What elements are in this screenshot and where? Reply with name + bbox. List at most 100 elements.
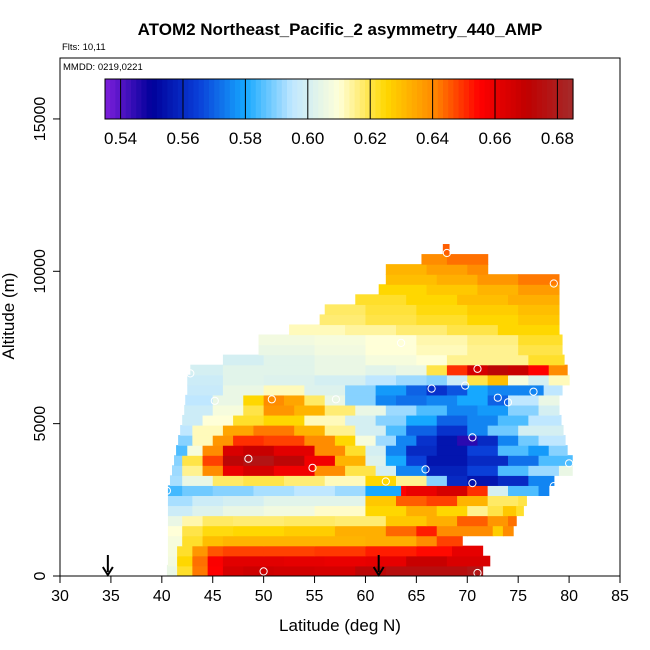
heatmap-cell xyxy=(518,495,527,507)
heatmap-cell xyxy=(243,455,275,466)
heatmap-cell xyxy=(446,475,468,486)
colorbar-frame xyxy=(104,78,574,120)
heatmap-cell xyxy=(190,364,224,376)
colorbar-swatch xyxy=(287,79,293,119)
colorbar-swatch xyxy=(469,79,475,119)
colorbar-swatch xyxy=(141,79,148,119)
heatmap-cell xyxy=(467,475,499,486)
heatmap-cell xyxy=(180,425,193,436)
heatmap-cell xyxy=(212,435,234,446)
heatmap-cell xyxy=(436,435,458,446)
heatmap-cell xyxy=(334,455,367,466)
colorbar-swatch xyxy=(521,79,527,119)
colorbar-swatch xyxy=(339,79,345,119)
heatmap-cell xyxy=(324,555,367,567)
heatmap-cell xyxy=(167,545,178,557)
observation-point xyxy=(308,463,317,472)
heatmap-cell xyxy=(222,364,265,376)
y-axis: 0 5000 10000 15000 xyxy=(32,97,60,580)
heatmap-cell xyxy=(375,394,397,406)
x-tick-label: 50 xyxy=(255,588,273,605)
heatmap-cell xyxy=(508,294,560,305)
arrow-head xyxy=(102,566,114,577)
heatmap-cell xyxy=(416,525,438,537)
heatmap-cell xyxy=(518,314,560,326)
heatmap-cell xyxy=(222,465,244,476)
heatmap-cell xyxy=(406,485,438,497)
heatmap-cell xyxy=(185,394,214,406)
heatmap-cell xyxy=(177,545,193,557)
heatmap-cell xyxy=(334,435,356,446)
heatmap-cell xyxy=(202,414,234,426)
observation-point xyxy=(331,395,340,404)
heatmap-cell xyxy=(192,545,209,557)
heatmap-cell xyxy=(396,495,428,507)
heatmap-cell xyxy=(457,435,479,446)
heatmap-cell xyxy=(406,455,428,466)
colorbar-swatch xyxy=(292,79,298,119)
x-tick-label: 55 xyxy=(306,588,324,605)
colorbar-swatch xyxy=(510,79,517,119)
heatmap-cell xyxy=(222,564,244,576)
heatmap-cell xyxy=(365,334,417,346)
heatmap-cell xyxy=(518,284,560,295)
heatmap-cell xyxy=(385,455,407,466)
heatmap-cell xyxy=(518,304,560,316)
heatmap-cell xyxy=(446,324,499,336)
heatmap-cell xyxy=(477,435,499,446)
heatmap-cell xyxy=(467,344,519,356)
observation-point xyxy=(442,248,451,258)
heatmap-cell xyxy=(284,475,326,486)
heatmap-cell xyxy=(446,384,468,396)
colorbar-swatch xyxy=(500,79,506,119)
heatmap-cell xyxy=(243,465,275,476)
colorbar-swatch xyxy=(354,79,361,119)
heatmap-cell xyxy=(334,525,387,537)
observation-point xyxy=(427,384,436,393)
colorbar-swatch xyxy=(370,79,376,119)
heatmap-cell xyxy=(192,505,224,517)
x-tick-label: 35 xyxy=(102,588,120,605)
heatmap-cell xyxy=(436,505,468,517)
colorbar-swatch xyxy=(484,79,491,119)
heatmap-cell xyxy=(426,475,448,486)
heatmap-cell xyxy=(167,505,193,517)
heatmap-cell xyxy=(396,324,448,336)
colorbar-swatch xyxy=(385,79,392,119)
heatmap-cell xyxy=(385,515,428,527)
heatmap-cell xyxy=(182,525,204,537)
heatmap-cell xyxy=(263,384,305,396)
colorbar-swatch xyxy=(198,79,205,119)
heatmap-cell xyxy=(202,445,224,456)
location-arrows xyxy=(102,555,385,577)
heatmap-cell xyxy=(212,404,244,416)
colorbar-tick-label: 0.54 xyxy=(104,129,137,148)
heatmap-cell xyxy=(365,304,417,316)
x-tick-label: 65 xyxy=(407,588,425,605)
heatmap-cell xyxy=(528,414,562,426)
heatmap-cell xyxy=(457,294,509,305)
y-tick-label: 5000 xyxy=(32,406,49,442)
y-axis-label: Altitude (m) xyxy=(0,273,18,360)
heatmap-cell xyxy=(284,394,305,406)
colorbar-swatch xyxy=(193,79,200,119)
heatmap-cell xyxy=(314,495,367,507)
colorbar-swatch xyxy=(515,79,522,119)
colorbar-swatch xyxy=(188,79,194,119)
heatmap-cell xyxy=(167,555,178,567)
heatmap-cell xyxy=(169,475,183,486)
heatmap-cell xyxy=(416,545,453,557)
heatmap-cell xyxy=(497,465,529,476)
heatmap-cell xyxy=(202,525,234,537)
heatmap-cell xyxy=(446,254,489,265)
heatmap-cell xyxy=(497,445,529,456)
heatmap-cell xyxy=(187,445,204,456)
x-tick-label: 30 xyxy=(51,588,69,605)
heatmap-cell xyxy=(365,374,397,386)
heatmap-cell xyxy=(192,425,224,436)
colorbar-swatch xyxy=(453,79,460,119)
colorbar-swatch xyxy=(276,79,283,119)
heatmap-cell xyxy=(487,505,504,517)
heatmap-cell xyxy=(396,364,428,376)
heatmap-cell xyxy=(243,475,285,486)
